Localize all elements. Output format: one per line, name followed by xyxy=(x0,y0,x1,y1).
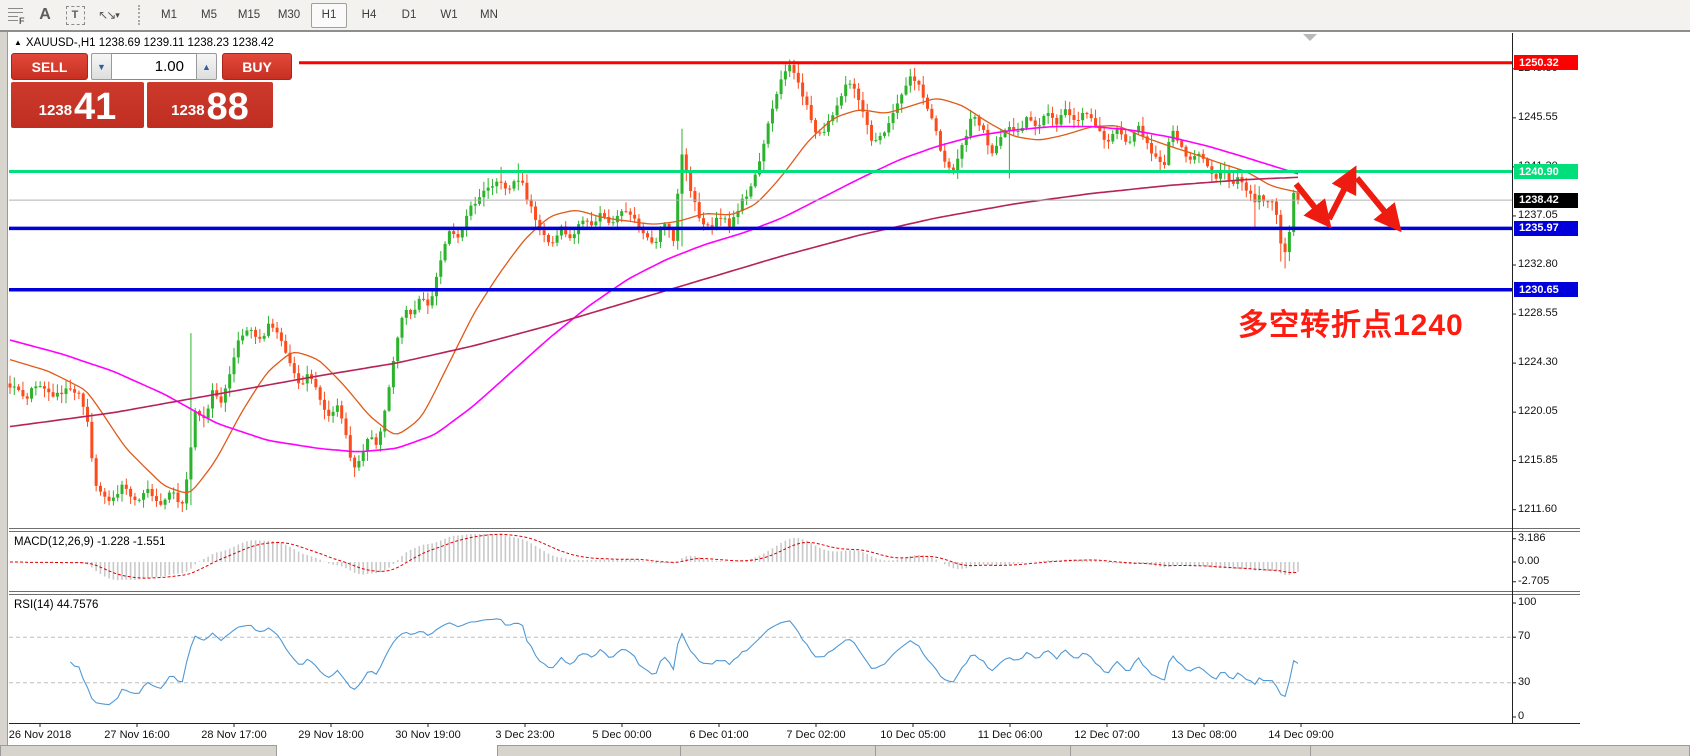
ma-mid xyxy=(9,125,1299,453)
rsi-indicator-label: RSI(14) 44.7576 xyxy=(14,599,99,611)
level-price-badge: 1240.90 xyxy=(1514,164,1578,179)
time-tick-label: 28 Nov 17:00 xyxy=(201,729,267,741)
toolbar-separator xyxy=(138,5,143,25)
ma-slow xyxy=(9,176,1299,428)
bottom-tab-divider xyxy=(680,745,681,756)
price-tick-label: 1228.55 xyxy=(1518,307,1558,320)
time-tick-label: 7 Dec 02:00 xyxy=(786,729,846,741)
toolbar: F A T ↖↘ ▾ M1 M5 M15 M30 H1 H4 D1 W1 MN xyxy=(0,0,1690,31)
price-tick-label: 1237.05 xyxy=(1518,208,1558,221)
volume-input[interactable] xyxy=(112,53,196,80)
volume-increase-button[interactable]: ▲ xyxy=(196,53,217,80)
macd-signal-line xyxy=(10,533,1299,579)
buy-button[interactable]: BUY xyxy=(222,53,292,80)
bottom-tab-divider xyxy=(875,745,876,756)
timeframe-button-mn[interactable]: MN xyxy=(480,9,498,21)
drawn-arrows[interactable] xyxy=(1293,165,1402,233)
time-tick-label: 29 Nov 18:00 xyxy=(298,729,364,741)
macd-tick-label: 0.00 xyxy=(1518,555,1540,567)
time-tick-label: 5 Dec 00:00 xyxy=(592,729,652,741)
price-tick-label: 1215.85 xyxy=(1518,453,1558,466)
fibonacci-icon: F xyxy=(7,8,25,26)
macd-tick-label: -2.705 xyxy=(1518,574,1550,587)
text-label-icon: T xyxy=(65,5,85,25)
symbol-ohlc-text: XAUUSD-,H1 1238.69 1239.11 1238.23 1238.… xyxy=(25,37,274,49)
time-tick-label: 12 Dec 07:00 xyxy=(1074,729,1140,741)
chart-symbol-ohlc-label: ▲ XAUUSD-,H1 1238.69 1239.11 1238.23 1238… xyxy=(14,37,274,49)
one-click-trade-widget: SELL ▼ ▲ BUY 1238 41 1238 88 xyxy=(9,51,299,131)
time-tick-label: 6 Dec 01:00 xyxy=(689,729,749,741)
timeframe-switcher: M1 M5 M15 M30 H1 H4 D1 W1 MN xyxy=(151,2,507,28)
current-price-badge: 1238.42 xyxy=(1514,192,1578,208)
trend-arrow xyxy=(1293,182,1332,229)
timeframe-button-m30[interactable]: M30 xyxy=(277,9,301,21)
buy-price-small: 1238 xyxy=(171,102,205,119)
level-price-badge: 1235.97 xyxy=(1514,220,1578,236)
rsi-line xyxy=(69,618,1299,706)
sell-button[interactable]: SELL xyxy=(11,53,88,80)
level-price-badge: 1250.32 xyxy=(1514,55,1578,71)
time-tick-label: 10 Dec 05:00 xyxy=(880,729,946,741)
bottom-tab[interactable] xyxy=(0,745,277,756)
timeframe-button-m15[interactable]: M15 xyxy=(237,9,261,21)
chart-shift-marker-icon xyxy=(1303,34,1317,41)
fibonacci-tool-button[interactable]: F xyxy=(2,3,28,27)
axis-ticks xyxy=(39,68,1516,727)
time-tick-label: 11 Dec 06:00 xyxy=(977,729,1043,741)
time-tick-label: 26 Nov 2018 xyxy=(8,729,72,741)
bottom-bar xyxy=(0,745,1690,756)
buy-price-panel[interactable]: 1238 88 xyxy=(147,82,273,128)
time-tick-label: 14 Dec 09:00 xyxy=(1268,729,1334,741)
bottom-tab-strip[interactable] xyxy=(497,745,1690,756)
time-tick-label: 27 Nov 16:00 xyxy=(104,729,170,741)
text-tool-button[interactable]: A xyxy=(32,3,58,27)
price-tick-label: 1232.80 xyxy=(1518,257,1558,270)
rsi-tick-label: 100 xyxy=(1518,596,1537,608)
rsi-tick-label: 30 xyxy=(1518,675,1531,688)
timeframe-button-m5[interactable]: M5 xyxy=(201,9,217,21)
sell-price-big: 41 xyxy=(74,85,117,128)
price-tick-label: 1220.05 xyxy=(1518,405,1558,418)
level-price-badge: 1230.65 xyxy=(1514,282,1578,298)
price-tick-label: 1224.30 xyxy=(1518,356,1558,369)
volume-decrease-button[interactable]: ▼ xyxy=(91,53,112,80)
time-tick-label: 30 Nov 19:00 xyxy=(395,729,461,741)
moving-averages-layer xyxy=(9,98,1299,494)
trend-arrow xyxy=(1354,176,1402,233)
symbol-marker-icon: ▲ xyxy=(14,38,22,47)
window-left-frame xyxy=(0,31,8,745)
rsi-tick-label: 70 xyxy=(1518,630,1531,643)
macd-layer xyxy=(10,533,1299,581)
sell-price-small: 1238 xyxy=(38,102,73,119)
ma-fast xyxy=(9,98,1299,494)
arrows-tool-button[interactable]: ↖↘ ▾ xyxy=(92,3,126,27)
bottom-tab-divider xyxy=(1310,745,1311,756)
timeframe-button-h4[interactable]: H4 xyxy=(361,9,377,21)
bottom-tab-divider xyxy=(1070,745,1071,756)
time-tick-label: 13 Dec 08:00 xyxy=(1171,729,1237,741)
text-label-tool-button[interactable]: T xyxy=(62,3,88,27)
macd-indicator-label: MACD(12,26,9) -1.228 -1.551 xyxy=(14,536,166,548)
text-icon: A xyxy=(39,6,51,23)
arrows-icon: ↖↘ xyxy=(98,8,116,22)
price-tick-label: 1211.60 xyxy=(1518,502,1557,515)
buy-price-big: 88 xyxy=(206,85,249,128)
macd-tick-label: 3.186 xyxy=(1518,531,1546,544)
level-lines-layer xyxy=(9,61,1512,292)
rsi-layer xyxy=(9,618,1512,706)
sell-price-panel[interactable]: 1238 41 xyxy=(11,82,144,128)
chart-text-annotation[interactable]: 多空转折点1240 xyxy=(1238,309,1464,342)
timeframe-button-w1[interactable]: W1 xyxy=(440,9,458,21)
trend-arrow xyxy=(1326,165,1357,221)
price-tick-label: 1245.55 xyxy=(1518,110,1558,123)
timeframe-button-h1[interactable]: H1 xyxy=(311,2,347,28)
timeframe-button-m1[interactable]: M1 xyxy=(161,9,177,21)
chevron-down-icon: ▾ xyxy=(115,9,120,20)
rsi-tick-label: 0 xyxy=(1518,710,1525,722)
timeframe-button-d1[interactable]: D1 xyxy=(401,9,417,21)
time-tick-label: 3 Dec 23:00 xyxy=(495,729,555,741)
